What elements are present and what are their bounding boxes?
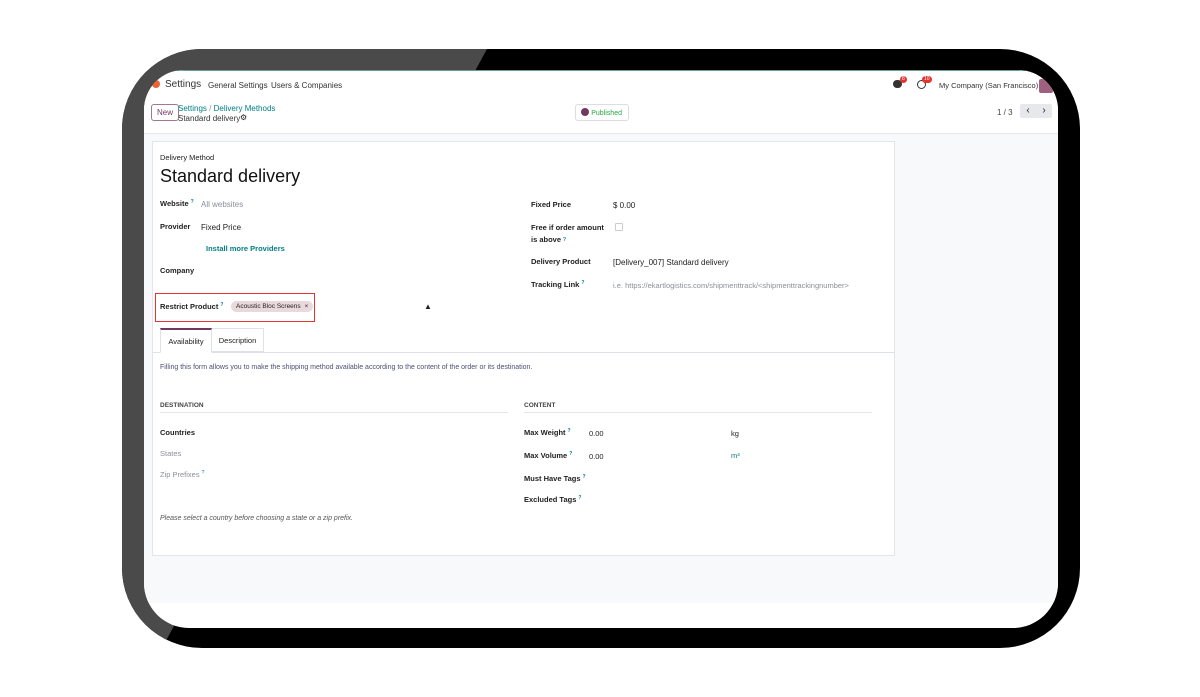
delivery-product-label: Delivery Product (531, 257, 591, 266)
fixed-price-label: Fixed Price (531, 200, 572, 209)
max-weight-label-text: Max Weight (524, 428, 566, 437)
provider-select[interactable]: Fixed Price (201, 223, 242, 232)
states-label: States (160, 449, 182, 458)
user-avatar[interactable] (1039, 79, 1053, 93)
content-header: CONTENT (524, 402, 556, 409)
tabs-line (153, 352, 894, 353)
published-button[interactable]: Published (575, 104, 629, 121)
pager-next-button[interactable]: › (1036, 104, 1052, 118)
tag-label: Acoustic Bloc Screens (236, 303, 301, 310)
max-weight-label: Max Weight? (524, 428, 571, 437)
published-label: Published (591, 110, 622, 117)
website-label-text: Website (160, 199, 189, 208)
messages-badge: 8 (900, 76, 907, 83)
fixed-price-input[interactable]: $ 0.00 (613, 201, 636, 210)
help-icon: ? (201, 470, 205, 476)
zip-prefixes-label: Zip Prefixes? (160, 470, 204, 479)
restrict-product-highlight (155, 293, 315, 322)
restrict-product-tag[interactable]: Acoustic Bloc Screens × (231, 301, 314, 312)
zip-prefixes-label-text: Zip Prefixes (160, 470, 200, 479)
warning-icon: ▲ (424, 302, 432, 311)
record-name: Standard delivery (178, 114, 241, 123)
help-icon: ? (582, 474, 586, 480)
breadcrumb-settings[interactable]: Settings (178, 104, 207, 113)
form-kind: Delivery Method (160, 153, 215, 162)
must-have-tags-label: Must Have Tags? (524, 474, 586, 483)
excluded-tags-label: Excluded Tags? (524, 495, 581, 504)
activity-icon[interactable] (917, 80, 926, 89)
screen: Settings General Settings Users & Compan… (144, 70, 1058, 628)
breadcrumb-delivery-methods[interactable]: Delivery Methods (213, 104, 276, 113)
pager-value[interactable]: 1 / 3 (997, 108, 1013, 117)
website-input[interactable]: All websites (201, 200, 244, 209)
record-title[interactable]: Standard delivery (160, 166, 301, 186)
tag-remove-icon[interactable]: × (304, 303, 309, 310)
max-weight-input[interactable]: 0.00 (589, 429, 604, 438)
breadcrumb: Settings / Delivery Methods (178, 104, 275, 113)
help-icon: ? (563, 237, 567, 243)
help-icon: ? (581, 280, 585, 286)
tab-description[interactable]: Description (212, 328, 264, 352)
help-icon: ? (578, 495, 582, 501)
restrict-product-label-text: Restrict Product (160, 302, 219, 311)
menu-general-settings[interactable]: General Settings (208, 81, 268, 90)
destination-divider (160, 412, 508, 413)
website-label: Website? (160, 199, 194, 208)
countries-label: Countries (160, 428, 196, 437)
provider-label: Provider (160, 222, 191, 231)
free-above-label: Free if order amount is above? (531, 222, 611, 246)
destination-header: DESTINATION (160, 402, 204, 409)
messages-icon[interactable] (893, 80, 902, 88)
help-icon: ? (567, 428, 571, 434)
tab-availability[interactable]: Availability (160, 328, 212, 353)
activity-badge: 10 (922, 76, 932, 83)
free-above-checkbox[interactable] (615, 223, 623, 231)
control-panel: New Settings / Delivery Methods Standard… (144, 98, 1058, 134)
help-icon: ? (220, 302, 224, 308)
excluded-tags-label-text: Excluded Tags (524, 495, 577, 504)
max-volume-label: Max Volume? (524, 451, 572, 460)
free-above-label-text: Free if order amount is above (531, 223, 604, 244)
company-label: Company (160, 266, 195, 275)
breadcrumb-separator: / (209, 104, 214, 113)
tracking-link-label: Tracking Link? (531, 280, 584, 289)
weight-unit: kg (731, 429, 739, 438)
tracking-link-label-text: Tracking Link (531, 280, 580, 289)
tracking-link-input[interactable]: i.e. https://ekartlogistics.com/shipment… (613, 281, 849, 290)
restrict-product-label: Restrict Product? (160, 302, 223, 311)
max-volume-label-text: Max Volume (524, 451, 568, 460)
globe-icon (581, 108, 589, 116)
form-sheet: Delivery Method Standard delivery Websit… (152, 141, 895, 556)
volume-unit: m³ (731, 451, 740, 460)
gear-icon[interactable]: ⚙ (240, 113, 248, 122)
must-have-tags-label-text: Must Have Tags (524, 474, 581, 483)
help-icon: ? (569, 451, 573, 457)
delivery-product-input[interactable]: [Delivery_007] Standard delivery (613, 258, 729, 267)
app-logo-icon (152, 80, 160, 88)
new-button[interactable]: New (151, 104, 180, 121)
pager-prev-button[interactable]: ‹ (1020, 104, 1036, 118)
company-switcher[interactable]: My Company (San Francisco) (939, 81, 1039, 90)
content-divider (524, 412, 872, 413)
app-name[interactable]: Settings (165, 79, 202, 90)
availability-intro: Filling this form allows you to make the… (160, 364, 533, 371)
country-note: Please select a country before choosing … (160, 515, 353, 522)
menu-users-companies[interactable]: Users & Companies (271, 81, 343, 90)
navbar: Settings General Settings Users & Compan… (144, 70, 1058, 98)
max-volume-input[interactable]: 0.00 (589, 452, 604, 461)
help-icon: ? (190, 199, 194, 205)
install-providers-link[interactable]: Install more Providers (206, 244, 285, 253)
